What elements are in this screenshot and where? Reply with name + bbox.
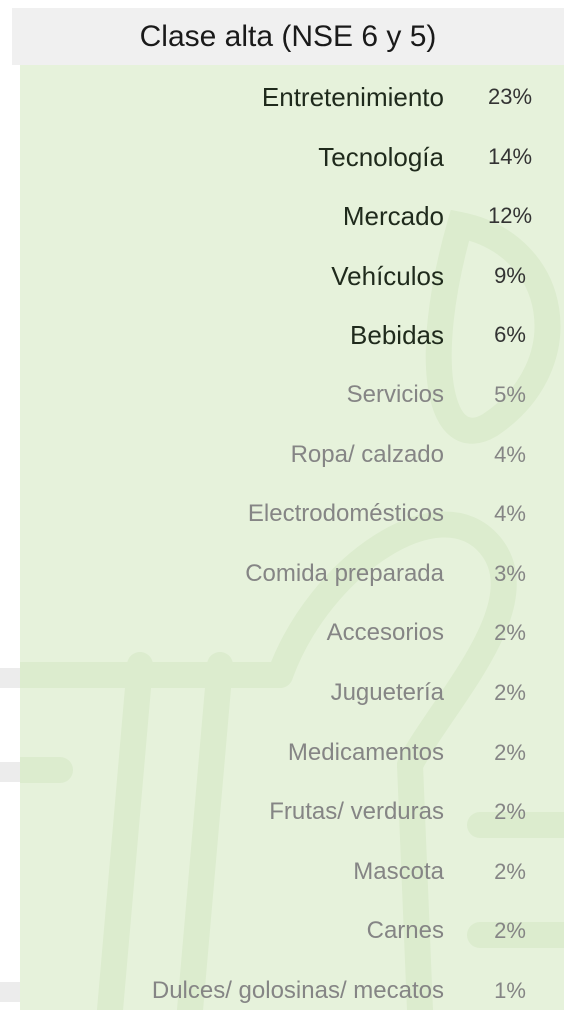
row-value: 4% xyxy=(494,501,526,527)
table-row: Servicios 5% xyxy=(20,375,564,415)
decor-stripe xyxy=(0,668,20,688)
table-row: Tecnología 14% xyxy=(20,137,564,177)
row-value: 2% xyxy=(494,858,526,884)
row-label: Entretenimiento xyxy=(261,82,444,112)
decor-stripe xyxy=(0,762,20,782)
table-row: Frutas/ verduras 2% xyxy=(20,792,564,832)
row-value: 12% xyxy=(487,203,533,229)
row-value: 2% xyxy=(494,799,526,825)
table-row: Entretenimiento 23% xyxy=(20,77,564,117)
table-row: Mercado 12% xyxy=(20,196,564,236)
decor-stripe xyxy=(0,982,20,1002)
row-label: Vehículos xyxy=(331,260,444,291)
row-value: 1% xyxy=(494,978,526,1003)
table-row: Carnes 2% xyxy=(20,911,564,951)
table-row: Electrodomésticos 4% xyxy=(20,494,564,534)
header-title: Clase alta (NSE 6 y 5) xyxy=(139,19,437,53)
table-panel: Entretenimiento 23% Tecnología 14% Mercado 12… xyxy=(20,65,564,1010)
row-label: Comida preparada xyxy=(245,559,444,587)
row-label: Frutas/ verduras xyxy=(269,798,444,826)
row-label: Bebidas xyxy=(350,320,444,351)
table-row: Mascota 2% xyxy=(20,852,564,892)
header: Clase alta (NSE 6 y 5) xyxy=(12,8,564,65)
row-value: 4% xyxy=(494,441,526,467)
table-row: Dulces/ golosinas/ mecatos 1% xyxy=(20,971,564,1010)
table-row: Vehículos 9% xyxy=(20,256,564,296)
row-label: Dulces/ golosinas/ mecatos xyxy=(151,977,444,1004)
row-value: 2% xyxy=(494,620,526,646)
row-value: 3% xyxy=(494,560,526,586)
row-value: 2% xyxy=(494,680,526,705)
row-value: 5% xyxy=(494,382,526,407)
row-value: 14% xyxy=(487,143,533,169)
table-row: Ropa/ calzado 4% xyxy=(20,435,564,475)
row-label: Juguetería xyxy=(330,679,444,706)
table-row: Medicamentos 2% xyxy=(20,733,564,773)
background-decoration xyxy=(20,209,564,1010)
table-row: Juguetería 2% xyxy=(20,673,564,713)
row-label: Tecnología xyxy=(318,141,444,172)
row-value: 23% xyxy=(487,84,533,109)
row-label: Servicios xyxy=(346,381,444,408)
row-label: Carnes xyxy=(366,917,444,945)
row-label: Accesorios xyxy=(326,619,444,647)
row-label: Medicamentos xyxy=(287,738,444,766)
row-label: Electrodomésticos xyxy=(247,500,444,528)
table-row: Bebidas 6% xyxy=(20,315,564,355)
table-row: Accesorios 2% xyxy=(20,613,564,653)
row-value: 2% xyxy=(494,918,526,944)
row-label: Mascota xyxy=(353,857,444,885)
row-label: Ropa/ calzado xyxy=(290,440,444,468)
row-label: Mercado xyxy=(342,201,444,232)
row-value: 2% xyxy=(494,739,526,765)
table-row: Comida preparada 3% xyxy=(20,554,564,594)
row-value: 6% xyxy=(494,322,526,348)
row-value: 9% xyxy=(494,262,526,288)
